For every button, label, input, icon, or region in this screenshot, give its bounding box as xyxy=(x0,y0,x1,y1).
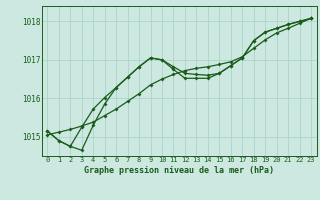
X-axis label: Graphe pression niveau de la mer (hPa): Graphe pression niveau de la mer (hPa) xyxy=(84,166,274,175)
